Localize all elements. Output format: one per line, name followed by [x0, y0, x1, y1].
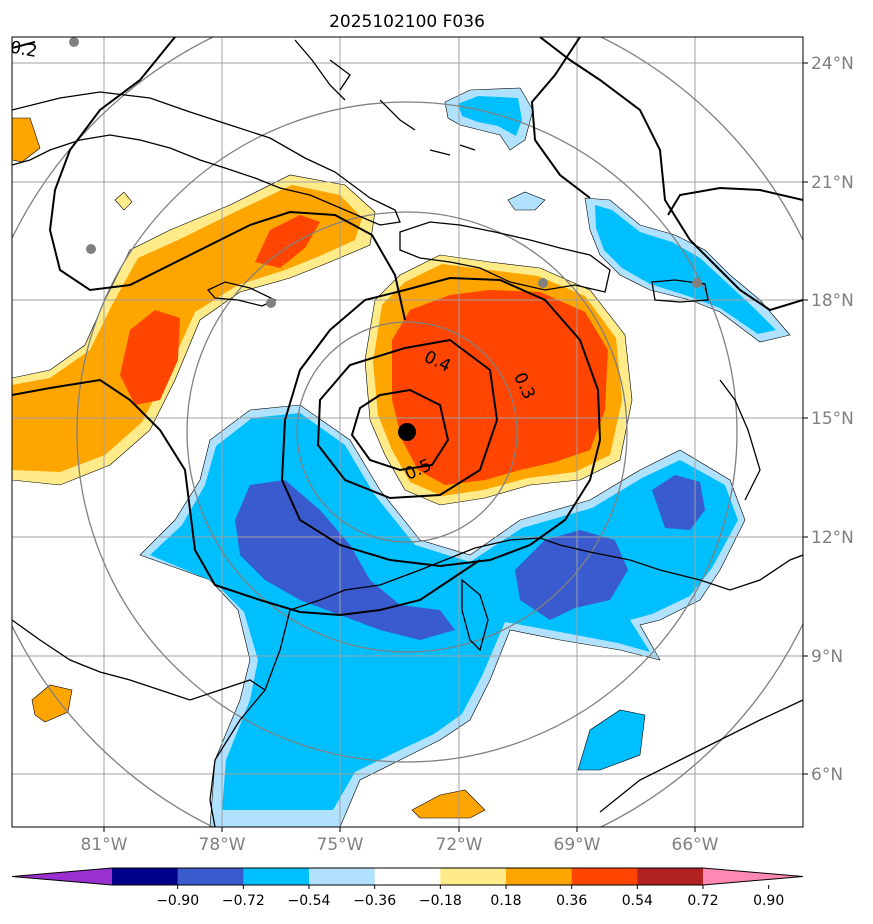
anomaly-strong-west-1	[120, 310, 180, 405]
colorbar-outline	[11, 867, 804, 886]
lat-label: 21°N	[811, 173, 854, 193]
storm-center-marker	[398, 423, 416, 441]
anomaly-negative-north-core	[458, 96, 522, 136]
station-marker	[266, 298, 276, 308]
colorbar-tick-label: 0.90	[753, 893, 784, 909]
coast-lake-maracaibo	[461, 578, 489, 652]
colorbar-tick-label: −0.72	[222, 893, 265, 909]
lon-label: 81°W	[81, 835, 128, 855]
anomaly-positive-south	[411, 789, 486, 819]
colorbar: −0.90 −0.72 −0.54 −0.36 −0.18 0.18 0.36 0.54 0.7…	[11, 867, 804, 909]
colorbar-tick-label: −0.18	[419, 893, 462, 909]
colorbar-extend-high	[703, 868, 803, 885]
colorbar-segment	[440, 868, 507, 885]
anomaly-strong-negative-east	[652, 475, 705, 530]
contour-0.4	[316, 338, 499, 500]
colorbar-segment	[177, 868, 244, 885]
coast-puerto-rico	[651, 279, 709, 303]
colorbar-tick-label: −0.90	[156, 893, 199, 909]
contour-label-0: 0.2	[8, 38, 38, 62]
colorbar-tick-label: 0.72	[687, 893, 718, 909]
contour-0.3	[280, 276, 602, 568]
map-frame	[11, 36, 804, 828]
contour-0.2-east	[539, 37, 803, 312]
lat-label: 12°N	[811, 528, 854, 548]
lat-label: 6°N	[811, 765, 843, 785]
station-marker	[538, 278, 548, 288]
contour-0.2-west	[12, 378, 481, 617]
anomaly-strong-negative-mid	[515, 530, 628, 620]
colorbar-tick-label: 0.36	[556, 893, 587, 909]
anomaly-negative-ne-core	[595, 205, 776, 334]
colorbar-tick-label: 0.54	[622, 893, 653, 909]
colorbar-segment	[374, 868, 441, 885]
station-marker	[692, 278, 702, 288]
lat-ticks	[803, 62, 808, 775]
lat-label: 18°N	[811, 291, 854, 311]
coast-florida	[294, 39, 346, 101]
colorbar-segment	[309, 868, 376, 885]
lat-label: 24°N	[811, 54, 854, 74]
map-area: 0.2 0.4 0.3 0.5	[8, 37, 803, 827]
coast-hispaniola	[399, 221, 611, 293]
map-title: 2025102100 F036	[329, 12, 485, 32]
colorbar-tick-label: −0.36	[353, 893, 396, 909]
colorbar-segment	[112, 868, 179, 885]
station-marker	[69, 37, 79, 47]
coastlines	[12, 39, 803, 827]
station-markers	[69, 37, 702, 308]
colorbar-segment	[571, 868, 638, 885]
lon-label: 69°W	[554, 835, 601, 855]
lat-label: 9°N	[811, 647, 843, 667]
anomaly-strong-west-2	[255, 215, 320, 268]
contour-lines	[12, 37, 803, 617]
contour-0.2-ne	[530, 37, 591, 199]
station-marker	[86, 244, 96, 254]
colorbar-segment	[506, 868, 573, 885]
contour-0.2-north	[48, 37, 406, 321]
coast-south-america	[289, 537, 803, 611]
anomaly-strong-center	[392, 290, 608, 485]
anomaly-negative-small	[507, 191, 546, 211]
lat-label: 15°N	[811, 409, 854, 429]
lon-label: 66°W	[672, 835, 719, 855]
colorbar-extend-low	[12, 868, 112, 885]
coast-central-america	[12, 619, 266, 701]
contour-0.2-east-ring	[667, 186, 803, 216]
coast-colombia	[209, 609, 291, 827]
gridlines	[12, 37, 803, 827]
lon-label: 75°W	[317, 835, 364, 855]
contour-0.5	[350, 388, 450, 472]
lon-labels: 81°W 78°W 75°W 72°W 69°W 66°W	[81, 835, 719, 855]
lon-label: 72°W	[436, 835, 483, 855]
coast-lesser-antilles	[719, 379, 761, 501]
colorbar-tick-label: 0.18	[490, 893, 521, 909]
anomaly-negative-se	[577, 709, 646, 771]
coast-bahamas	[329, 59, 476, 156]
anomaly-positive-small	[114, 191, 133, 211]
contour-0.2-nw	[12, 41, 36, 49]
colorbar-tick-label: −0.54	[288, 893, 331, 909]
lon-label: 78°W	[199, 835, 246, 855]
anomaly-strong-negative-west	[235, 480, 455, 640]
lat-labels: 24°N 21°N 18°N 15°N 12°N 9°N 6°N	[811, 54, 854, 785]
colorbar-segment	[637, 868, 704, 885]
colorbar-segment	[243, 868, 310, 885]
coast-guiana	[599, 699, 803, 813]
lon-ticks	[103, 827, 696, 832]
range-rings	[12, 37, 803, 827]
anomaly-positive-corner	[12, 117, 41, 163]
coast-cuba	[12, 91, 401, 226]
